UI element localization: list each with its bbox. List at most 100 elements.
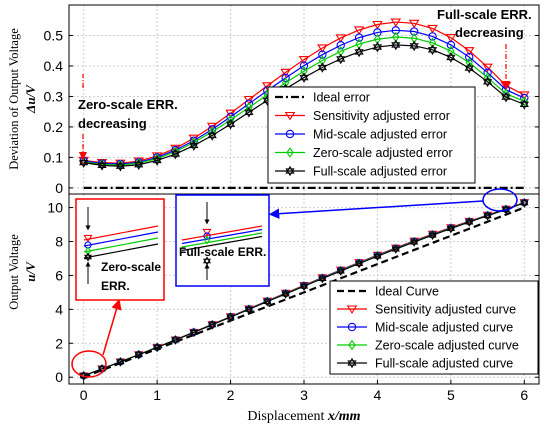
xtick-label: 2 bbox=[227, 387, 235, 403]
top-point-fullscale-tri-b bbox=[317, 64, 327, 73]
bottom-point-fullscale-tri-b bbox=[152, 345, 162, 353]
top-point-fullscale-tri-a bbox=[207, 130, 217, 139]
top-legend-label-midscale: Mid-scale adjusted error bbox=[313, 128, 447, 142]
top-point-fullscale-tri-b bbox=[244, 109, 254, 118]
bottom-point-fullscale bbox=[189, 327, 199, 338]
top-point-fullscale-tri-b bbox=[79, 159, 89, 168]
top-series-line-fullscale bbox=[83, 44, 525, 167]
top-point-zeroscale bbox=[135, 157, 143, 169]
top-point-midscale bbox=[428, 32, 437, 41]
top-ytick-label: 0.1 bbox=[44, 149, 64, 165]
top-point-zeroscale bbox=[190, 137, 198, 148]
top-point-fullscale-tri-a bbox=[79, 157, 89, 166]
zero-scale-zoom-arrow bbox=[102, 298, 122, 356]
top-series-line-midscale bbox=[83, 29, 525, 165]
top-point-midscale bbox=[391, 26, 401, 35]
bottom-point-fullscale-tri-a bbox=[373, 251, 382, 259]
top-point-fullscale-tri-a bbox=[483, 76, 493, 85]
zero-scale-annotation-line1: Zero-scale ERR. bbox=[78, 97, 178, 112]
bottom-point-fullscale-tri-a bbox=[465, 217, 474, 225]
top-legend-label-sensitivity: Sensitivity adjusted error bbox=[313, 109, 450, 123]
top-point-fullscale-tri-b bbox=[207, 132, 217, 141]
bottom-point-fullscale-tri-b bbox=[171, 337, 180, 345]
bottom-legend-label-fullscale: Full-scale adjusted curve bbox=[375, 357, 513, 371]
top-point-sensitivity bbox=[317, 44, 328, 53]
zero-scale-inset-label2: ERR. bbox=[101, 279, 130, 293]
top-point-fullscale bbox=[501, 91, 511, 103]
top-point-fullscale-tri-b bbox=[170, 151, 181, 160]
bottom-series-line-fullscale bbox=[83, 202, 525, 377]
full-inset-marker-sensitivity bbox=[202, 228, 212, 237]
top-point-fullscale-tri-b bbox=[134, 162, 144, 171]
zero-scale-inset-box bbox=[75, 198, 165, 301]
top-legend-entries: Ideal error Sensitivity adjusted error Mid… bbox=[275, 91, 453, 179]
bottom-point-fullscale bbox=[152, 342, 162, 353]
top-point-fullscale-tri-a bbox=[225, 118, 236, 127]
bottom-legend-marker-fullscale bbox=[347, 357, 357, 369]
top-point-fullscale-tri-a bbox=[97, 160, 107, 168]
bottom-point-fullscale bbox=[373, 251, 382, 262]
zero-scale-inset-label1: Zero-scale bbox=[101, 260, 161, 274]
bottom-point-fullscale-tri-a bbox=[428, 230, 437, 238]
bottom-point-fullscale-tri-a bbox=[336, 266, 345, 274]
top-point-midscale bbox=[299, 61, 309, 70]
bottom-legend-marker-sensitivity bbox=[346, 305, 358, 314]
top-point-fullscale bbox=[134, 159, 144, 171]
bottom-point-fullscale-tri-b bbox=[208, 322, 217, 330]
top-point-fullscale bbox=[483, 76, 493, 88]
top-point-sensitivity bbox=[372, 20, 383, 30]
top-point-fullscale-tri-b bbox=[483, 79, 493, 88]
bottom-point-fullscale-tri-a bbox=[281, 289, 290, 297]
top-point-midscale bbox=[336, 41, 345, 50]
top-point-fullscale-tri-b bbox=[225, 121, 236, 130]
bottom-point-fullscale-tri-a bbox=[97, 364, 107, 372]
top-point-sensitivity bbox=[408, 19, 420, 29]
bottom-ticks: 0 2 4 6 8 10 0 1 2 3 4 5 6 bbox=[47, 200, 539, 403]
bottom-point-fullscale bbox=[171, 335, 180, 345]
bottom-point-fullscale-tri-b bbox=[483, 213, 492, 221]
bottom-ytick-label: 6 bbox=[55, 267, 63, 283]
top-point-fullscale-tri-b bbox=[97, 162, 107, 171]
top-point-fullscale-tri-a bbox=[134, 159, 144, 168]
bottom-point-fullscale-tri-b bbox=[226, 314, 235, 322]
bottom-legend: Ideal Curve Sensitivity adjusted curve Mid… bbox=[329, 280, 539, 375]
full-scale-zoom-ellipse bbox=[482, 188, 518, 212]
top-point-midscale bbox=[465, 52, 474, 62]
bottom-point-fullscale-tri-b bbox=[446, 226, 456, 234]
zero-inset-line-sensitivity bbox=[83, 225, 159, 241]
bottom-point-fullscale bbox=[116, 357, 125, 367]
top-legend: Ideal error Sensitivity adjusted error Mid… bbox=[267, 86, 476, 184]
top-point-midscale bbox=[409, 27, 419, 36]
top-point-fullscale-tri-a bbox=[115, 160, 125, 169]
bottom-point-fullscale bbox=[483, 210, 492, 221]
top-legend-label-ideal: Ideal error bbox=[313, 91, 370, 105]
bottom-point-fullscale bbox=[281, 289, 290, 299]
top-point-fullscale-tri-a bbox=[244, 107, 254, 115]
bottom-point-fullscale-tri-b bbox=[373, 253, 382, 262]
top-point-fullscale-tri-b bbox=[409, 43, 419, 52]
zero-scale-annotation-line2: decreasing bbox=[78, 116, 147, 131]
bottom-legend-marker-fullscale-tri-a bbox=[347, 357, 357, 366]
bottom-point-fullscale bbox=[354, 258, 364, 269]
top-point-fullscale bbox=[317, 62, 327, 73]
top-point-fullscale-tri-b bbox=[464, 65, 474, 74]
top-point-fullscale bbox=[170, 148, 181, 160]
top-point-sensitivity bbox=[335, 34, 347, 43]
top-point-fullscale-tri-a bbox=[354, 46, 364, 55]
xlabel-prefix: Displacement bbox=[247, 409, 327, 424]
top-legend-marker-sensitivity bbox=[284, 111, 296, 121]
bottom-point-fullscale-tri-a bbox=[208, 320, 217, 328]
full-inset-marker-zeroscale bbox=[203, 235, 211, 245]
top-point-fullscale-tri-a bbox=[446, 52, 456, 61]
top-point-fullscale-tri-b bbox=[299, 74, 309, 83]
top-point-fullscale bbox=[464, 62, 474, 74]
top-point-fullscale-tri-a bbox=[189, 140, 199, 149]
bottom-point-fullscale-tri-b bbox=[189, 330, 199, 338]
xtick-label: 0 bbox=[80, 387, 88, 403]
bottom-point-fullscale-tri-a bbox=[501, 204, 511, 212]
bottom-point-fullscale-tri-a bbox=[152, 342, 162, 350]
bottom-point-fullscale-tri-b bbox=[336, 268, 345, 276]
full-inset-marker-fullscale-tri-b bbox=[203, 258, 211, 266]
top-point-fullscale-tri-a bbox=[464, 62, 474, 71]
bottom-point-fullscale bbox=[318, 273, 327, 284]
